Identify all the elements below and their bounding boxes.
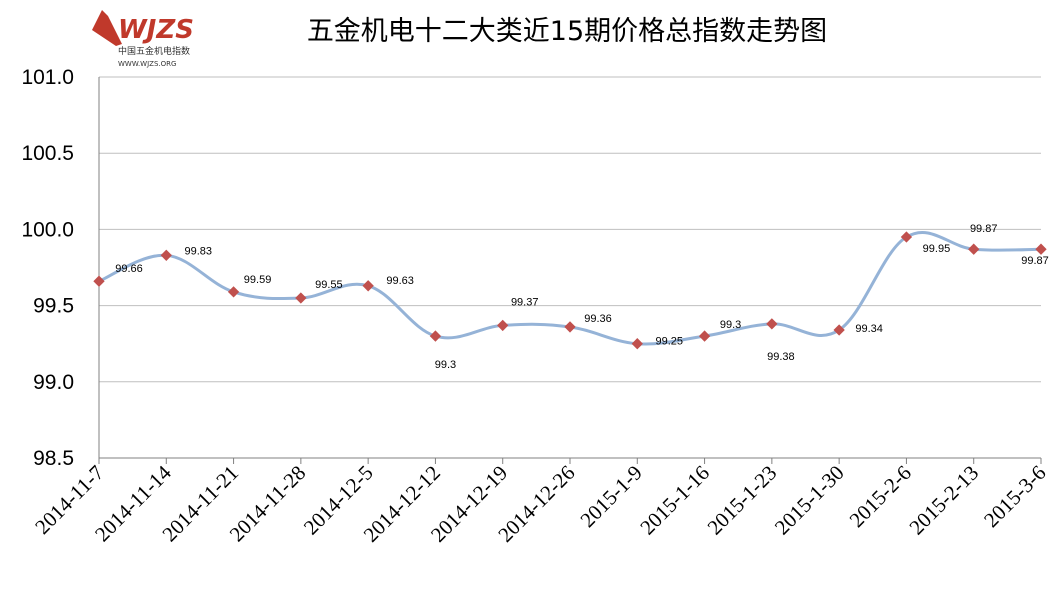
- data-point: [698, 330, 711, 342]
- data-label: 99.83: [185, 245, 213, 257]
- logo-site: WWW.WJZS.ORG: [118, 60, 176, 68]
- x-tick-label: 2015-2-13: [904, 461, 983, 540]
- x-tick-label: 2015-1-16: [635, 461, 714, 540]
- x-axis-ticks: 2014-11-72014-11-142014-11-212014-11-282…: [30, 458, 1051, 547]
- y-tick-label: 100.0: [21, 218, 74, 241]
- data-point: [93, 275, 105, 287]
- data-point: [900, 231, 913, 243]
- y-tick-label: 99.0: [33, 371, 74, 394]
- logo-brand: WJZS: [118, 15, 194, 45]
- gridlines: [99, 76, 1041, 459]
- y-tick-label: 98.5: [33, 447, 74, 470]
- data-label: 99.59: [244, 274, 272, 286]
- data-labels: 99.66 99.83 99.59 99.55 99.63 99.3 99.37 99.36 9…: [115, 223, 1049, 371]
- data-point: [160, 249, 172, 261]
- y-tick-label: 101.0: [21, 66, 74, 89]
- data-label: 99.66: [115, 263, 143, 275]
- data-point: [631, 338, 643, 350]
- data-point: [227, 286, 240, 298]
- data-label: 99.63: [386, 275, 414, 287]
- data-point: [1035, 243, 1047, 255]
- data-label: 99.87: [970, 223, 998, 235]
- data-point: [564, 321, 576, 333]
- data-label: 99.95: [923, 243, 951, 255]
- data-label: 99.87: [1021, 255, 1049, 267]
- data-label: 99.55: [315, 279, 343, 291]
- data-label: 99.25: [656, 336, 684, 348]
- data-label: 99.3: [720, 319, 741, 331]
- wjzs-logo: WJZS 中国五金机电指数 WWW.WJZS.ORG: [92, 10, 194, 68]
- data-point: [968, 243, 980, 255]
- logo-name: 中国五金机电指数: [118, 45, 190, 57]
- logo-swoosh: [92, 10, 122, 46]
- data-point: [429, 330, 442, 342]
- data-point: [497, 319, 509, 332]
- y-tick-label: 100.5: [21, 142, 74, 165]
- data-point: [362, 280, 374, 292]
- data-label: 99.38: [767, 351, 795, 363]
- data-label: 99.36: [584, 313, 612, 325]
- data-label: 99.37: [511, 296, 539, 308]
- data-markers: [93, 231, 1047, 350]
- y-axis-ticks: 101.0 100.5 100.0 99.5 99.0 98.5: [21, 66, 74, 470]
- axes: [98, 77, 1041, 459]
- x-tick-label: 2015-1-30: [770, 461, 849, 540]
- chart-title: 五金机电十二大类近15期价格总指数走势图: [307, 16, 827, 47]
- data-point: [833, 324, 845, 336]
- data-point: [766, 318, 778, 330]
- data-label: 99.34: [855, 323, 883, 335]
- x-tick-label: 2015-3-6: [979, 461, 1050, 532]
- x-tick-label: 2015-1-23: [703, 461, 782, 540]
- data-label: 99.3: [435, 359, 456, 371]
- y-tick-label: 99.5: [33, 295, 74, 318]
- data-point: [295, 292, 307, 304]
